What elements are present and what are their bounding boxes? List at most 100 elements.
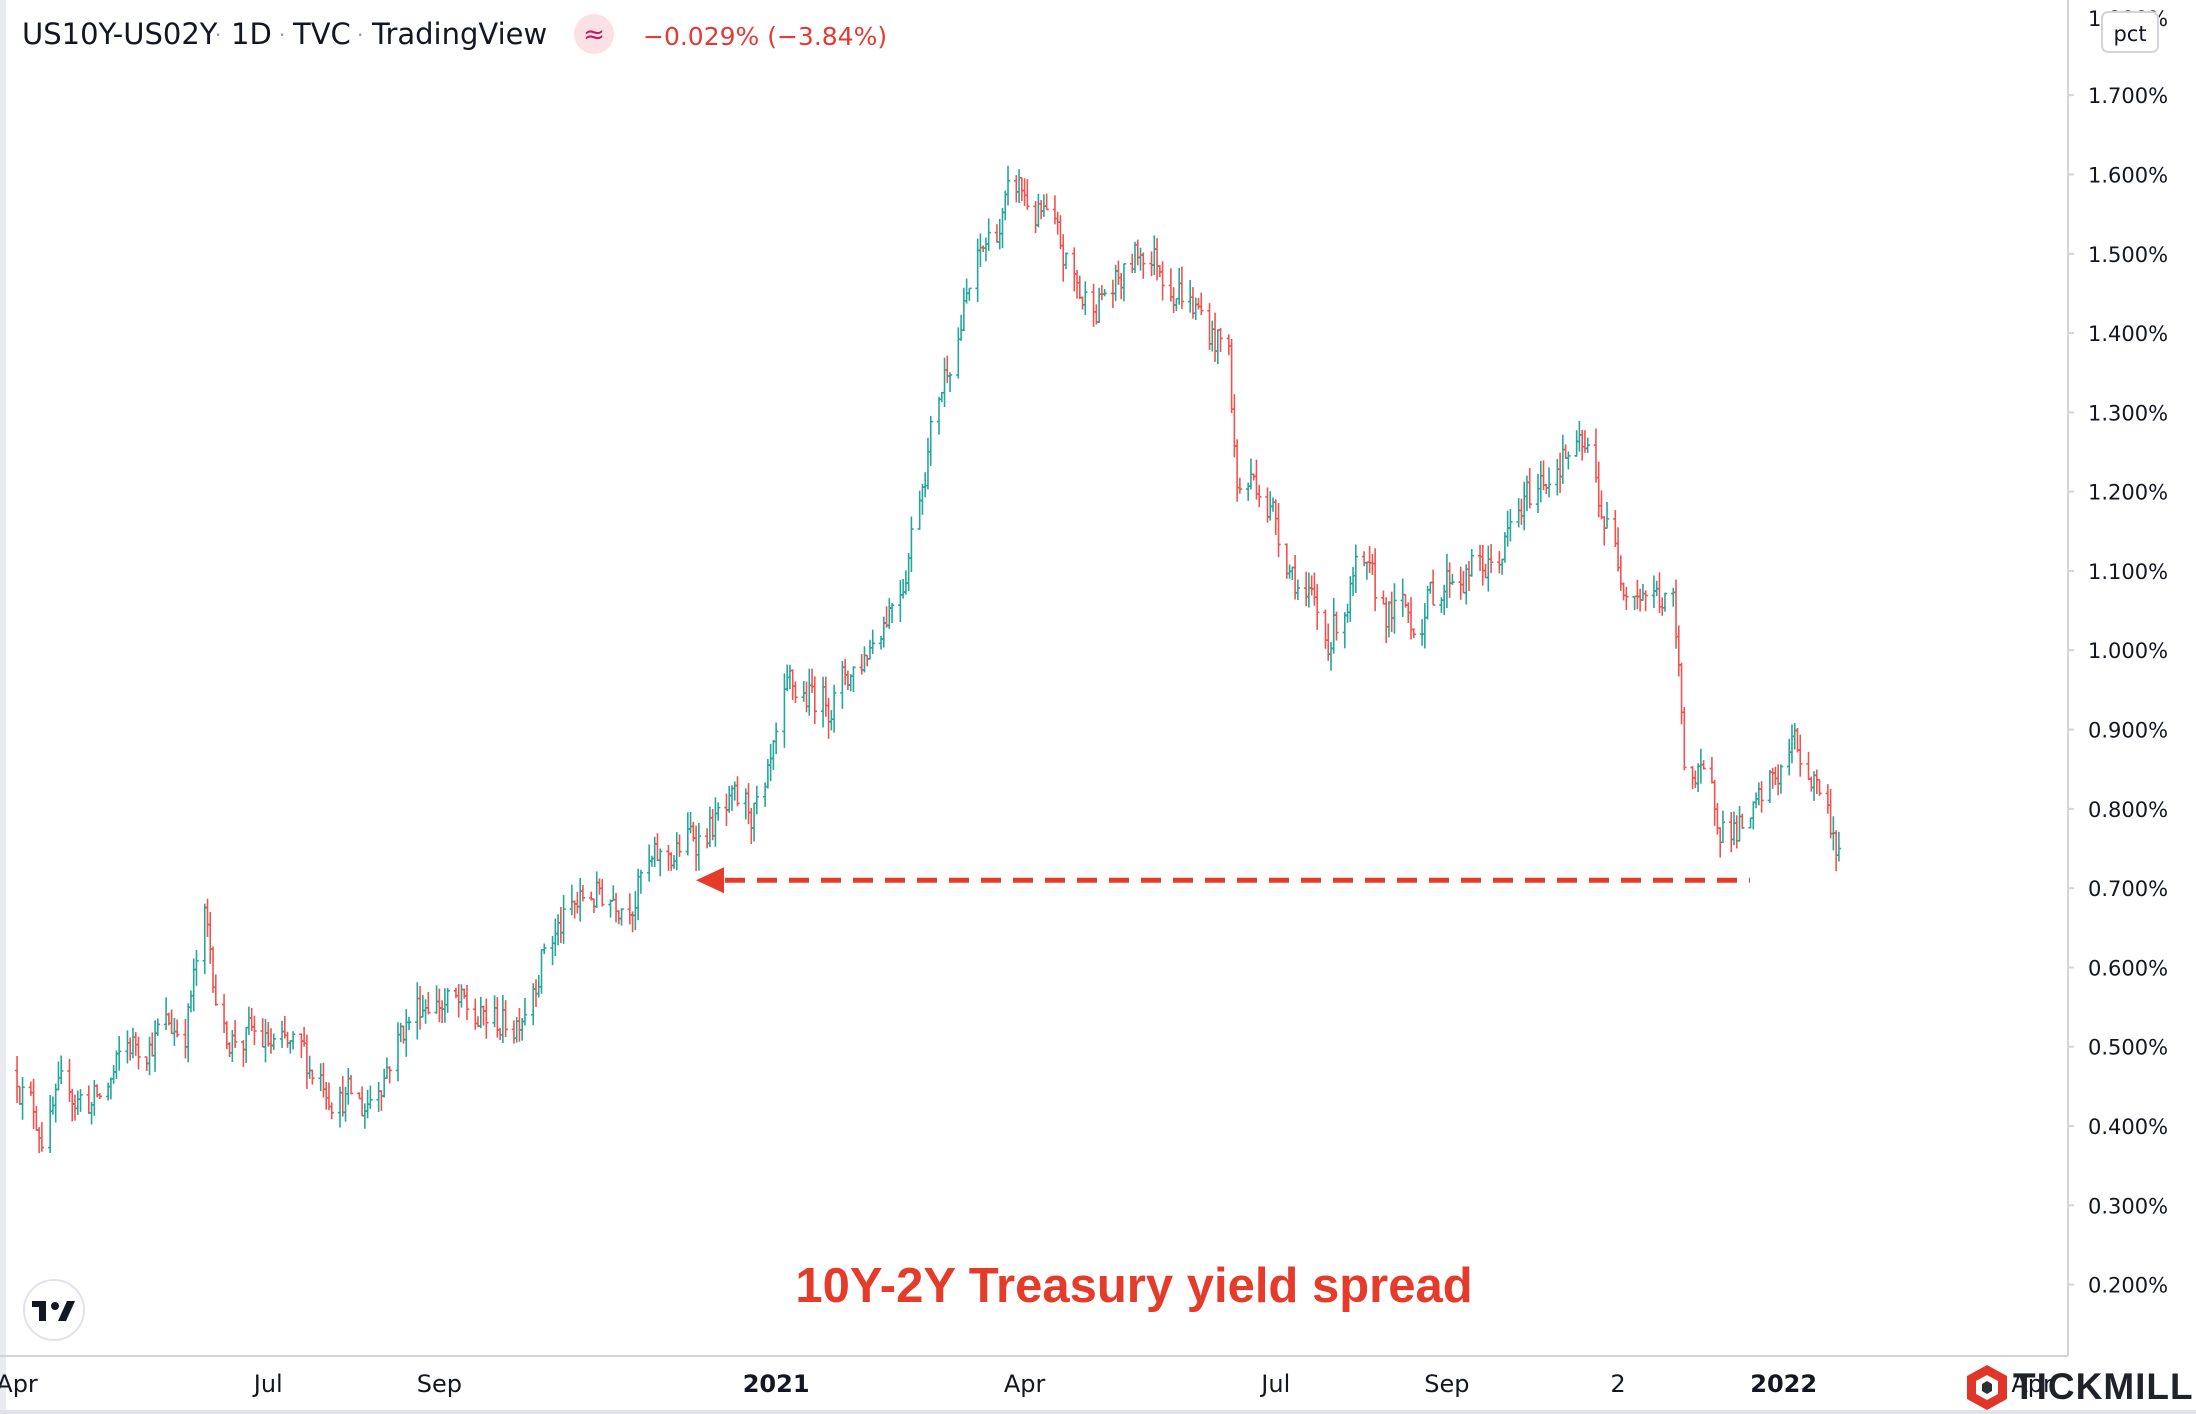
- x-axis[interactable]: Apr Jul Sep 2021 Apr Jul Sep 2 2022 Apr: [0, 1370, 2053, 1398]
- price-bar: [1546, 467, 1552, 498]
- approx-icon[interactable]: ≈: [574, 14, 614, 54]
- symbol-name[interactable]: US10Y-US02Y: [22, 17, 218, 51]
- price-bar: [1314, 584, 1320, 630]
- price-bar: [290, 1031, 296, 1050]
- legend-separator: ·: [279, 23, 285, 47]
- price-bar: [20, 1077, 25, 1120]
- price-bar: [271, 1033, 276, 1050]
- y-tick-label: 1.300%: [2088, 401, 2168, 425]
- price-bar: [1044, 193, 1049, 211]
- price-bar: [1160, 261, 1165, 301]
- price-bar: [1527, 467, 1532, 509]
- price-bar: [406, 1016, 412, 1031]
- arrow-head: [696, 867, 724, 894]
- price-bar: [831, 684, 837, 733]
- price-bar: [1179, 266, 1185, 310]
- price-bar: [445, 988, 450, 1013]
- y-tick-label: 0.600%: [2088, 956, 2168, 980]
- y-tick-label: 1.400%: [2088, 322, 2168, 346]
- price-bar: [889, 603, 895, 623]
- brand-logo: TICKMILL: [1967, 1365, 2194, 1410]
- price-bar: [870, 629, 875, 654]
- price-bar: [1701, 760, 1706, 770]
- legend-separator: ·: [215, 23, 221, 47]
- price-bar: [1430, 569, 1436, 606]
- price-bar: [1353, 544, 1359, 593]
- price-change: −0.029% (−3.84%): [643, 22, 887, 51]
- price-bar: [1083, 281, 1088, 316]
- y-tick-label: 1.700%: [2088, 84, 2168, 108]
- y-tick-label: 0.300%: [2088, 1194, 2168, 1218]
- exchange-label: TVC: [292, 17, 351, 51]
- price-bar: [1102, 289, 1107, 297]
- price-bars[interactable]: [14, 165, 1842, 1154]
- y-tick-label: 0.700%: [2088, 877, 2168, 901]
- price-bar: [947, 372, 953, 393]
- y-tick-label: 0.200%: [2088, 1274, 2168, 1298]
- price-bar: [136, 1036, 141, 1070]
- provider-label: TradingView: [371, 17, 547, 51]
- y-tick-label: 0.800%: [2088, 798, 2168, 822]
- price-bar: [1604, 501, 1610, 529]
- y-tick-label: 1.600%: [2088, 163, 2168, 187]
- y-tick-label: 0.900%: [2088, 719, 2168, 743]
- price-bar: [1488, 543, 1494, 574]
- price-bar: [619, 908, 624, 926]
- x-tick-label: 2022: [1750, 1370, 1817, 1398]
- price-bar: [812, 676, 817, 725]
- price-bar: [59, 1055, 64, 1085]
- price-bar: [1662, 592, 1668, 612]
- price-bar: [174, 1019, 180, 1038]
- x-tick-label: Apr: [0, 1370, 38, 1398]
- price-bar: [1276, 503, 1281, 558]
- tickmill-cube-icon: [1967, 1365, 2007, 1410]
- left-edge: [0, 0, 6, 1414]
- price-bar: [542, 943, 547, 955]
- price-bar: [426, 991, 431, 1015]
- interval-label[interactable]: 1D: [231, 17, 272, 51]
- price-bar: [986, 218, 991, 251]
- chart-legend[interactable]: US10Y-US02Y · 1D · TVC · TradingView ≈ −…: [22, 14, 887, 54]
- y-tick-label: 1.100%: [2088, 560, 2168, 584]
- tradingview-logo-icon[interactable]: [23, 1279, 85, 1341]
- price-bar: [715, 802, 721, 821]
- price-bar: [310, 1069, 315, 1085]
- brand-name: TICKMILL: [2013, 1366, 2194, 1407]
- price-bar: [1372, 548, 1378, 612]
- price-bar: [580, 884, 586, 902]
- price-bar: [1836, 831, 1842, 862]
- bottom-edge: [0, 1410, 2196, 1414]
- price-bar: [1141, 252, 1146, 279]
- y-tick-label: 1.500%: [2088, 243, 2168, 267]
- price-bar: [735, 776, 740, 807]
- price-bar: [658, 848, 663, 877]
- price-bar: [561, 895, 566, 944]
- price-bar: [464, 985, 470, 1021]
- price-bar: [1063, 252, 1069, 270]
- price-bar: [1682, 707, 1687, 771]
- unit-badge[interactable]: [2101, 11, 2159, 53]
- svg-text:≈: ≈: [583, 20, 605, 50]
- y-tick-label: 1.000%: [2088, 639, 2168, 663]
- price-bar: [1411, 628, 1416, 639]
- x-tick-label: 2021: [743, 1370, 810, 1398]
- x-tick-label: Apr: [2011, 1370, 2053, 1398]
- price-bar: [851, 666, 856, 692]
- price-bar: [1778, 764, 1784, 794]
- price-bar: [600, 879, 605, 907]
- price-bar: [1392, 583, 1397, 634]
- price-bar: [387, 1066, 392, 1084]
- price-bar: [252, 1015, 257, 1045]
- price-bar: [1566, 451, 1571, 470]
- price-bar: [484, 998, 489, 1039]
- y-tick-label: 1.200%: [2088, 481, 2168, 505]
- price-bar: [1450, 573, 1455, 585]
- y-axis[interactable]: 1.700% 1.600% 1.500% 1.400% 1.300% 1.200% 1.10…: [2068, 84, 2168, 1298]
- price-bar: [194, 949, 199, 986]
- x-tick-label: Sep: [417, 1370, 462, 1398]
- price-bar: [1257, 484, 1262, 508]
- price-bar: [116, 1035, 122, 1071]
- y-tick-label: 0.500%: [2088, 1036, 2168, 1060]
- price-bar: [97, 1093, 103, 1100]
